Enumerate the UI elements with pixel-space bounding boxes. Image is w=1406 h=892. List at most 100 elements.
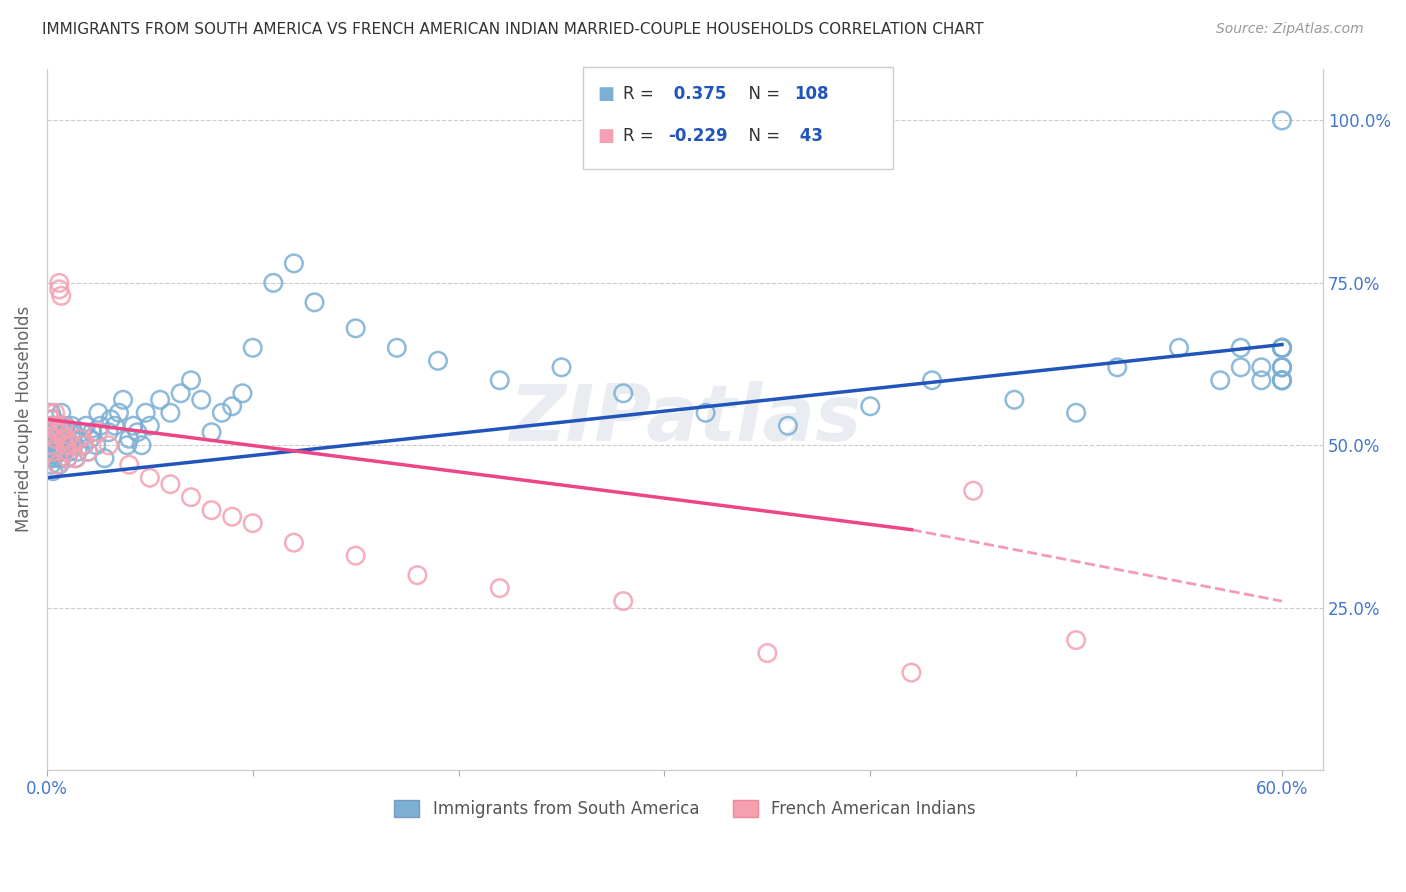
Point bbox=[51, 289, 73, 303]
Point bbox=[131, 438, 153, 452]
Point bbox=[77, 444, 100, 458]
Point bbox=[139, 471, 162, 485]
Point bbox=[55, 444, 77, 458]
Point bbox=[55, 438, 77, 452]
Point bbox=[39, 438, 62, 452]
Point bbox=[1271, 373, 1294, 387]
Point bbox=[118, 458, 141, 472]
Text: N =: N = bbox=[738, 128, 786, 145]
Point bbox=[42, 438, 65, 452]
Point bbox=[42, 425, 65, 440]
Point bbox=[44, 425, 66, 440]
Point bbox=[52, 432, 75, 446]
Point bbox=[51, 451, 73, 466]
Point bbox=[127, 425, 149, 440]
Point bbox=[149, 392, 172, 407]
Point bbox=[921, 373, 943, 387]
Point bbox=[48, 276, 70, 290]
Point bbox=[211, 406, 233, 420]
Point bbox=[51, 425, 73, 440]
Point bbox=[60, 432, 83, 446]
Point bbox=[550, 360, 572, 375]
Y-axis label: Married-couple Households: Married-couple Households bbox=[15, 306, 32, 533]
Point bbox=[93, 451, 115, 466]
Point bbox=[135, 406, 157, 420]
Point bbox=[776, 418, 799, 433]
Point bbox=[1209, 373, 1232, 387]
Text: ■: ■ bbox=[598, 85, 614, 103]
Point bbox=[1107, 360, 1129, 375]
Point bbox=[56, 451, 79, 466]
Point bbox=[1271, 341, 1294, 355]
Point bbox=[39, 418, 62, 433]
Point bbox=[695, 406, 717, 420]
Point bbox=[283, 256, 305, 270]
Text: IMMIGRANTS FROM SOUTH AMERICA VS FRENCH AMERICAN INDIAN MARRIED-COUPLE HOUSEHOLD: IMMIGRANTS FROM SOUTH AMERICA VS FRENCH … bbox=[42, 22, 984, 37]
Point bbox=[612, 386, 634, 401]
Point bbox=[65, 451, 87, 466]
Point bbox=[44, 418, 66, 433]
Point bbox=[1271, 360, 1294, 375]
Point bbox=[488, 373, 510, 387]
Point bbox=[46, 444, 69, 458]
Point bbox=[51, 406, 73, 420]
Point bbox=[56, 432, 79, 446]
Text: -0.229: -0.229 bbox=[668, 128, 727, 145]
Point bbox=[115, 438, 138, 452]
Point bbox=[180, 373, 202, 387]
Point bbox=[122, 418, 145, 433]
Point bbox=[52, 444, 75, 458]
Point bbox=[97, 425, 120, 440]
Point bbox=[180, 490, 202, 504]
Point bbox=[48, 451, 70, 466]
Point bbox=[962, 483, 984, 498]
Point bbox=[46, 438, 69, 452]
Point bbox=[46, 458, 69, 472]
Point bbox=[200, 425, 222, 440]
Point bbox=[900, 665, 922, 680]
Point bbox=[231, 386, 253, 401]
Point bbox=[58, 444, 80, 458]
Text: 43: 43 bbox=[794, 128, 824, 145]
Point bbox=[38, 406, 60, 420]
Point bbox=[1271, 341, 1294, 355]
Point bbox=[1271, 373, 1294, 387]
Point bbox=[39, 458, 62, 472]
Point bbox=[1250, 373, 1272, 387]
Point bbox=[190, 392, 212, 407]
Point bbox=[39, 444, 62, 458]
Point bbox=[406, 568, 429, 582]
Point bbox=[1271, 360, 1294, 375]
Point bbox=[87, 406, 110, 420]
Point bbox=[283, 535, 305, 549]
Point bbox=[44, 406, 66, 420]
Point bbox=[48, 458, 70, 472]
Point bbox=[242, 516, 264, 531]
Point bbox=[612, 594, 634, 608]
Point bbox=[56, 432, 79, 446]
Point bbox=[859, 399, 882, 413]
Point bbox=[159, 406, 181, 420]
Point bbox=[55, 425, 77, 440]
Point bbox=[77, 444, 100, 458]
Point bbox=[46, 425, 69, 440]
Point bbox=[48, 282, 70, 296]
Point bbox=[104, 418, 127, 433]
Point bbox=[82, 425, 104, 440]
Text: N =: N = bbox=[738, 85, 786, 103]
Point bbox=[44, 432, 66, 446]
Point bbox=[385, 341, 408, 355]
Point bbox=[1230, 360, 1253, 375]
Point bbox=[56, 451, 79, 466]
Text: 0.375: 0.375 bbox=[668, 85, 727, 103]
Point bbox=[42, 412, 65, 426]
Point bbox=[75, 418, 97, 433]
Point bbox=[100, 412, 122, 426]
Point bbox=[44, 432, 66, 446]
Point bbox=[97, 438, 120, 452]
Point bbox=[46, 432, 69, 446]
Point bbox=[51, 418, 73, 433]
Point bbox=[262, 276, 284, 290]
Legend: Immigrants from South America, French American Indians: Immigrants from South America, French Am… bbox=[388, 793, 983, 825]
Point bbox=[39, 432, 62, 446]
